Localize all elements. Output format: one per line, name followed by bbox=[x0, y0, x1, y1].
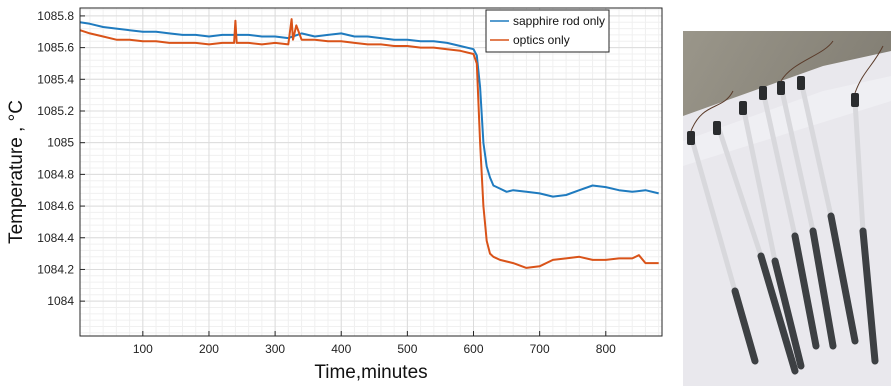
x-tick-label: 500 bbox=[397, 342, 417, 356]
x-axis-label: Time,minutes bbox=[314, 362, 427, 383]
y-axis-label: Temperature , °C bbox=[6, 100, 27, 244]
y-tick-label: 1084.6 bbox=[37, 199, 74, 213]
legend-label-sapphire: sapphire rod only bbox=[513, 14, 605, 28]
x-tick-label: 300 bbox=[265, 342, 285, 356]
y-tick-label: 1084.8 bbox=[37, 167, 74, 181]
thermocouple-probes-photo bbox=[683, 31, 891, 386]
series-line-1 bbox=[79, 18, 659, 269]
x-tick-label: 700 bbox=[530, 342, 550, 356]
y-tick-label: 1084 bbox=[47, 294, 74, 308]
y-tick-label: 1084.2 bbox=[37, 262, 74, 276]
legend-label-optics: optics only bbox=[513, 33, 570, 47]
y-axis-ticks: 1084 1084.2 1084.4 1084.6 1084.8 1085 1085.2 10… bbox=[37, 9, 85, 308]
y-tick-label: 1085.4 bbox=[37, 72, 74, 86]
series-lines bbox=[79, 18, 659, 269]
plot-background bbox=[80, 8, 662, 336]
y-tick-label: 1084.4 bbox=[37, 231, 74, 245]
series-line-0 bbox=[79, 21, 659, 198]
x-tick-label: 400 bbox=[331, 342, 351, 356]
y-tick-label: 1085.6 bbox=[37, 41, 74, 55]
x-tick-label: 800 bbox=[596, 342, 616, 356]
x-tick-label: 600 bbox=[463, 342, 483, 356]
y-tick-label: 1085.2 bbox=[37, 104, 74, 118]
plot-frame bbox=[79, 7, 663, 337]
legend: sapphire rod only optics only bbox=[485, 9, 610, 53]
y-tick-label: 1085.8 bbox=[37, 9, 74, 23]
x-axis-ticks: 100 200 300 400 500 600 700 800 bbox=[133, 331, 616, 356]
y-tick-label: 1085 bbox=[47, 136, 74, 150]
x-tick-label: 100 bbox=[133, 342, 153, 356]
x-tick-label: 200 bbox=[199, 342, 219, 356]
legend-box bbox=[485, 9, 610, 53]
